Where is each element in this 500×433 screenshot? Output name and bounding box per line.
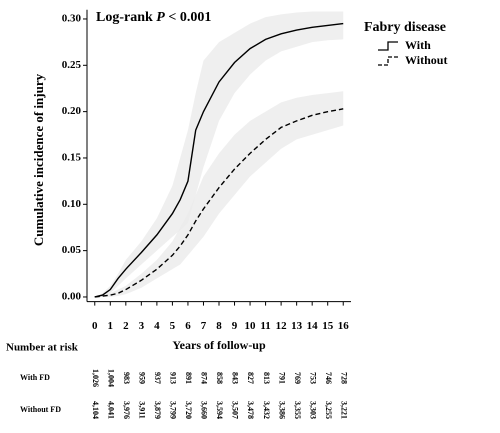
risk-value: 746 — [324, 372, 333, 384]
risk-value: 3,911 — [138, 401, 147, 419]
y-tick-label: 0.10 — [62, 198, 82, 210]
risk-value: 891 — [184, 372, 193, 384]
risk-value: 3,478 — [246, 401, 255, 419]
annotation-text: P — [156, 10, 165, 25]
x-tick-label: 1 — [108, 320, 114, 332]
risk-row-label: With FD — [20, 373, 50, 382]
risk-value: 843 — [231, 372, 240, 384]
risk-value: 3,303 — [308, 401, 317, 419]
risk-value: 3,879 — [153, 401, 162, 419]
risk-value: 1,026 — [91, 369, 100, 387]
risk-value: 827 — [246, 372, 255, 384]
risk-value: 3,386 — [277, 401, 286, 419]
risk-value: 3,255 — [324, 401, 333, 419]
risk-value: 937 — [153, 372, 162, 384]
x-tick-label: 16 — [338, 320, 350, 332]
y-axis-label: Cumulative incidence of injury — [31, 73, 46, 246]
risk-value: 3,720 — [184, 401, 193, 419]
risk-value: 3,594 — [215, 401, 224, 419]
annotation: Log-rank P < 0.001 — [96, 10, 211, 25]
legend-label: With — [405, 38, 431, 52]
risk-value: 728 — [339, 372, 348, 384]
x-tick-label: 15 — [322, 320, 334, 332]
confidence-band — [94, 11, 344, 297]
annotation-text: < 0.001 — [168, 10, 211, 25]
risk-value: 769 — [293, 372, 302, 384]
risk-value: 3,976 — [122, 401, 131, 419]
risk-title: Number at risk — [6, 342, 79, 354]
annotation-text: Log-rank — [96, 10, 153, 25]
legend-label: Without — [405, 53, 447, 67]
risk-value: 874 — [200, 372, 209, 384]
legend-symbol — [378, 56, 398, 66]
x-tick-label: 8 — [216, 320, 222, 332]
confidence-band — [94, 91, 344, 297]
risk-value: 3,507 — [231, 401, 240, 419]
x-tick-label: 10 — [245, 320, 257, 332]
legend-title: Fabry disease — [364, 20, 446, 35]
y-tick-label: 0.30 — [62, 12, 82, 24]
risk-value: 959 — [138, 372, 147, 384]
x-tick-label: 11 — [260, 320, 270, 332]
y-tick-label: 0.25 — [62, 59, 82, 71]
risk-value: 913 — [169, 372, 178, 384]
risk-value: 791 — [277, 372, 286, 384]
y-tick-label: 0.20 — [62, 105, 82, 117]
x-tick-label: 5 — [170, 320, 176, 332]
risk-value: 753 — [308, 372, 317, 384]
x-tick-label: 6 — [185, 320, 191, 332]
risk-value: 3,660 — [200, 401, 209, 419]
risk-value: 3,799 — [169, 401, 178, 419]
x-tick-label: 2 — [123, 320, 129, 332]
legend-symbol — [378, 41, 398, 51]
risk-value: 858 — [215, 372, 224, 384]
y-tick-label: 0.15 — [62, 151, 82, 163]
risk-value: 1,004 — [106, 369, 115, 387]
risk-value: 3,355 — [293, 401, 302, 419]
x-tick-label: 12 — [276, 320, 288, 332]
risk-value: 813 — [262, 372, 271, 384]
x-tick-label: 4 — [154, 320, 160, 332]
risk-value: 4,041 — [106, 401, 115, 419]
x-tick-label: 14 — [307, 320, 319, 332]
x-tick-label: 9 — [232, 320, 238, 332]
risk-value: 983 — [122, 372, 131, 384]
x-tick-label: 13 — [291, 320, 303, 332]
risk-value: 3,221 — [339, 401, 348, 419]
x-tick-label: 3 — [139, 320, 145, 332]
risk-value: 4,104 — [91, 401, 100, 419]
y-tick-label: 0.05 — [62, 244, 82, 256]
risk-row-label: Without FD — [20, 405, 61, 414]
x-tick-label: 0 — [92, 320, 98, 332]
y-tick-label: 0.00 — [62, 290, 82, 302]
risk-value: 3,432 — [262, 401, 271, 419]
x-axis-label: Years of follow-up — [172, 338, 266, 352]
line — [94, 22, 344, 298]
line — [94, 108, 344, 298]
x-tick-label: 7 — [201, 320, 207, 332]
